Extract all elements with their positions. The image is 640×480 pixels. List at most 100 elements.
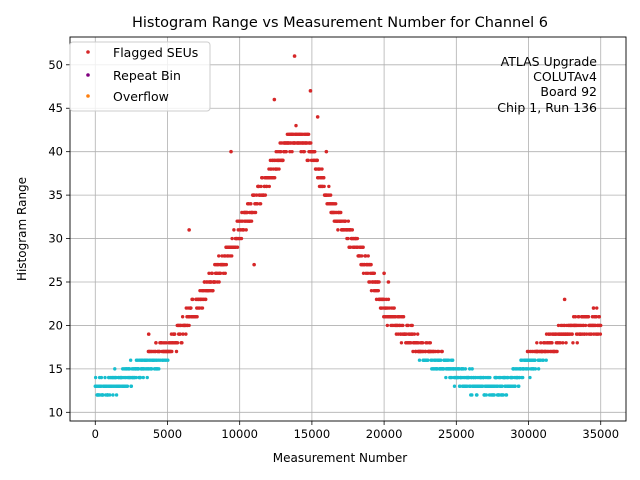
flagged-seu-point [260, 176, 265, 180]
flagged-seu-point [423, 349, 428, 354]
y-tick-label: 35 [48, 188, 63, 202]
flagged-seu-point [327, 184, 331, 189]
y-tick-label: 25 [48, 275, 63, 289]
flagged-seu-point [328, 193, 333, 197]
measurement-point [103, 375, 107, 380]
flagged-seu-outlier [386, 280, 391, 284]
flagged-seu-point [306, 132, 311, 136]
flagged-seu-point [386, 297, 391, 302]
flagged-seu-point [366, 254, 370, 258]
flagged-seu-outlier [252, 262, 256, 267]
legend-label-overflow: Overflow [113, 89, 169, 104]
flagged-seu-outlier [272, 97, 277, 102]
flagged-seu-point [415, 332, 420, 336]
legend-marker-repeat-bin [86, 73, 90, 77]
flagged-seu-point [558, 341, 562, 345]
flagged-seu-outlier [526, 349, 531, 354]
flagged-seu-point [211, 288, 215, 293]
flagged-seu-point [294, 123, 298, 128]
measurement-point [113, 367, 117, 371]
flagged-seu-point [409, 341, 413, 345]
flagged-seu-point [377, 280, 381, 284]
annotation-line-4: Chip 1, Run 136 [497, 100, 597, 115]
flagged-seu-point [239, 236, 244, 241]
flagged-seu-point [421, 341, 425, 345]
measurement-point [526, 367, 531, 371]
measurement-point [447, 358, 451, 362]
flagged-seu-outlier [315, 115, 320, 119]
flagged-seu-outlier [591, 306, 596, 310]
flagged-seu-point [224, 262, 229, 267]
x-tick-label: 5000 [153, 427, 182, 441]
flagged-seu-point [372, 271, 377, 276]
flagged-seu-point [254, 193, 259, 197]
flagged-seu-outlier [324, 149, 329, 154]
flagged-seu-point [164, 341, 169, 345]
flagged-seu-point [401, 315, 406, 319]
measurement-point [128, 358, 133, 362]
flagged-seu-point [235, 245, 240, 249]
flagged-seu-point [346, 219, 351, 223]
x-tick-label: 30000 [510, 427, 547, 441]
flagged-seu-outlier [308, 89, 313, 93]
y-tick-label: 45 [48, 101, 63, 115]
flagged-seu-point [277, 167, 281, 171]
flagged-seu-point [350, 228, 355, 232]
measurement-point [426, 358, 430, 362]
flagged-seu-point [195, 315, 199, 319]
flagged-seu-point [265, 184, 269, 189]
annotation-line-3: Board 92 [540, 84, 597, 99]
flagged-seu-point [584, 332, 589, 336]
flagged-seu-point [392, 306, 396, 310]
flagged-seu-point [577, 315, 581, 319]
measurement-point [145, 375, 149, 380]
flagged-seu-point [406, 323, 410, 328]
flagged-seu-point [361, 245, 365, 249]
x-tick-label: 15000 [294, 427, 331, 441]
x-axis-label: Measurement Number [273, 451, 407, 465]
flagged-seu-point [322, 184, 326, 189]
flagged-seu-point [599, 323, 603, 328]
plot-frame [69, 36, 627, 422]
flagged-seu-point [191, 297, 195, 302]
flagged-seu-point [411, 349, 415, 354]
flagged-seu-point [366, 271, 370, 276]
flagged-seu-point [360, 254, 364, 258]
flagged-seu-point [313, 149, 317, 154]
measurement-point [506, 375, 510, 380]
flagged-seu-point [399, 341, 404, 345]
flagged-seu-point [369, 288, 374, 293]
flagged-seu-point [535, 341, 539, 345]
legend-label-repeat-bin: Repeat Bin [113, 68, 181, 83]
flagged-seu-point [204, 297, 208, 302]
flagged-seu-point [230, 254, 234, 258]
flagged-seu-point [223, 271, 227, 276]
measurement-point [101, 393, 105, 397]
flagged-seu-point [309, 141, 313, 145]
legend-box [69, 41, 211, 112]
flagged-seu-point [410, 323, 414, 328]
measurement-point [463, 367, 468, 371]
measurement-point [521, 375, 525, 380]
measurement-point [114, 393, 119, 397]
flagged-seu-point [267, 184, 271, 189]
measurement-point [452, 384, 457, 388]
y-axis-label: Histogram Range [15, 177, 29, 281]
flagged-seu-point [210, 271, 214, 276]
flagged-seu-point [175, 341, 180, 345]
measurement-point [441, 367, 446, 371]
flagged-seu-point [302, 149, 307, 154]
flagged-seu-point [263, 193, 268, 197]
data-points [93, 54, 603, 397]
flagged-seu-point [571, 341, 575, 345]
flagged-seu-point [249, 202, 253, 206]
measurement-point [417, 358, 422, 362]
flagged-seu-point [184, 332, 188, 336]
flagged-seu-point [583, 323, 588, 328]
flagged-seu-point [315, 158, 320, 163]
measurement-point [108, 393, 112, 397]
y-tick-label: 30 [48, 232, 63, 246]
flagged-seu-point [355, 236, 360, 241]
measurement-point [149, 367, 154, 371]
